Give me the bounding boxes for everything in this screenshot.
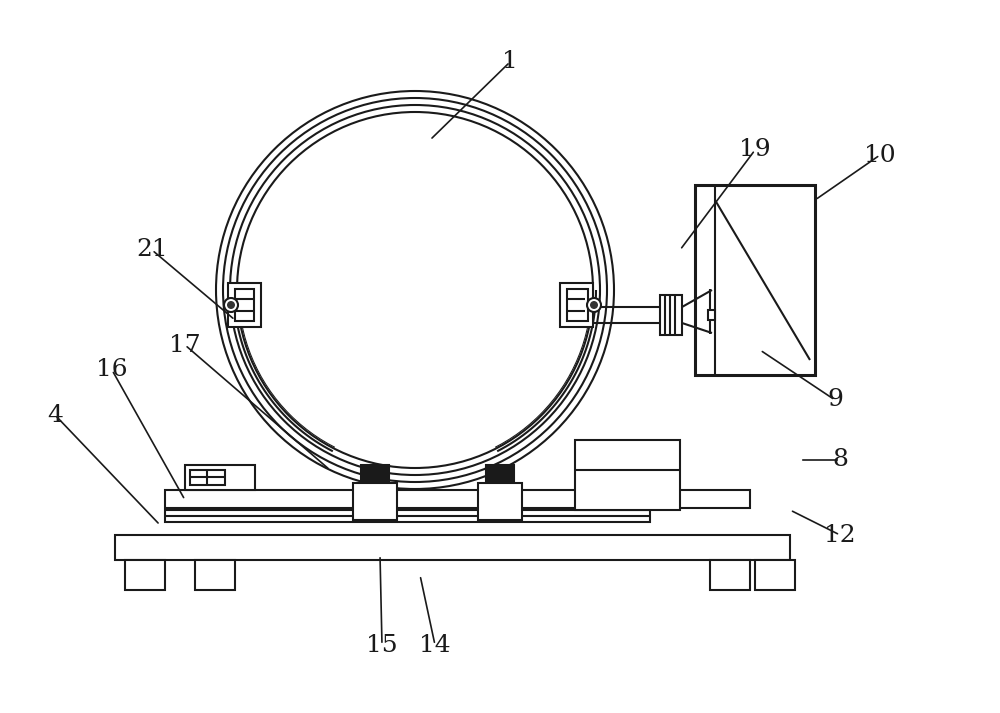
Bar bbox=[353, 483, 397, 520]
Bar bbox=[185, 465, 255, 490]
Bar bbox=[190, 470, 225, 485]
Bar bbox=[755, 560, 795, 590]
Circle shape bbox=[590, 301, 598, 309]
Circle shape bbox=[224, 298, 238, 312]
Text: 16: 16 bbox=[96, 359, 128, 381]
Bar bbox=[478, 483, 522, 520]
Text: 19: 19 bbox=[739, 138, 771, 162]
Bar bbox=[567, 289, 588, 321]
Bar bbox=[486, 465, 514, 483]
Bar bbox=[560, 283, 593, 327]
Bar bbox=[165, 490, 750, 508]
Bar bbox=[125, 560, 165, 590]
Text: 21: 21 bbox=[136, 239, 168, 262]
Bar bbox=[228, 283, 261, 327]
Text: 1: 1 bbox=[502, 51, 518, 73]
Text: 12: 12 bbox=[824, 523, 856, 546]
Bar bbox=[660, 295, 682, 335]
Bar bbox=[710, 560, 750, 590]
Text: 15: 15 bbox=[366, 633, 398, 657]
Bar bbox=[708, 310, 715, 320]
Bar bbox=[195, 560, 235, 590]
Bar bbox=[361, 465, 389, 483]
Bar bbox=[695, 185, 815, 375]
Text: 14: 14 bbox=[419, 633, 451, 657]
Bar bbox=[115, 535, 790, 560]
Bar bbox=[575, 440, 680, 510]
Text: 10: 10 bbox=[864, 143, 896, 167]
Text: 8: 8 bbox=[832, 448, 848, 471]
Bar bbox=[165, 510, 650, 522]
Bar bbox=[235, 289, 254, 321]
Circle shape bbox=[227, 301, 235, 309]
Text: 17: 17 bbox=[169, 334, 201, 356]
Text: 4: 4 bbox=[47, 404, 63, 426]
Circle shape bbox=[239, 114, 591, 466]
Text: 9: 9 bbox=[827, 389, 843, 411]
Circle shape bbox=[587, 298, 601, 312]
